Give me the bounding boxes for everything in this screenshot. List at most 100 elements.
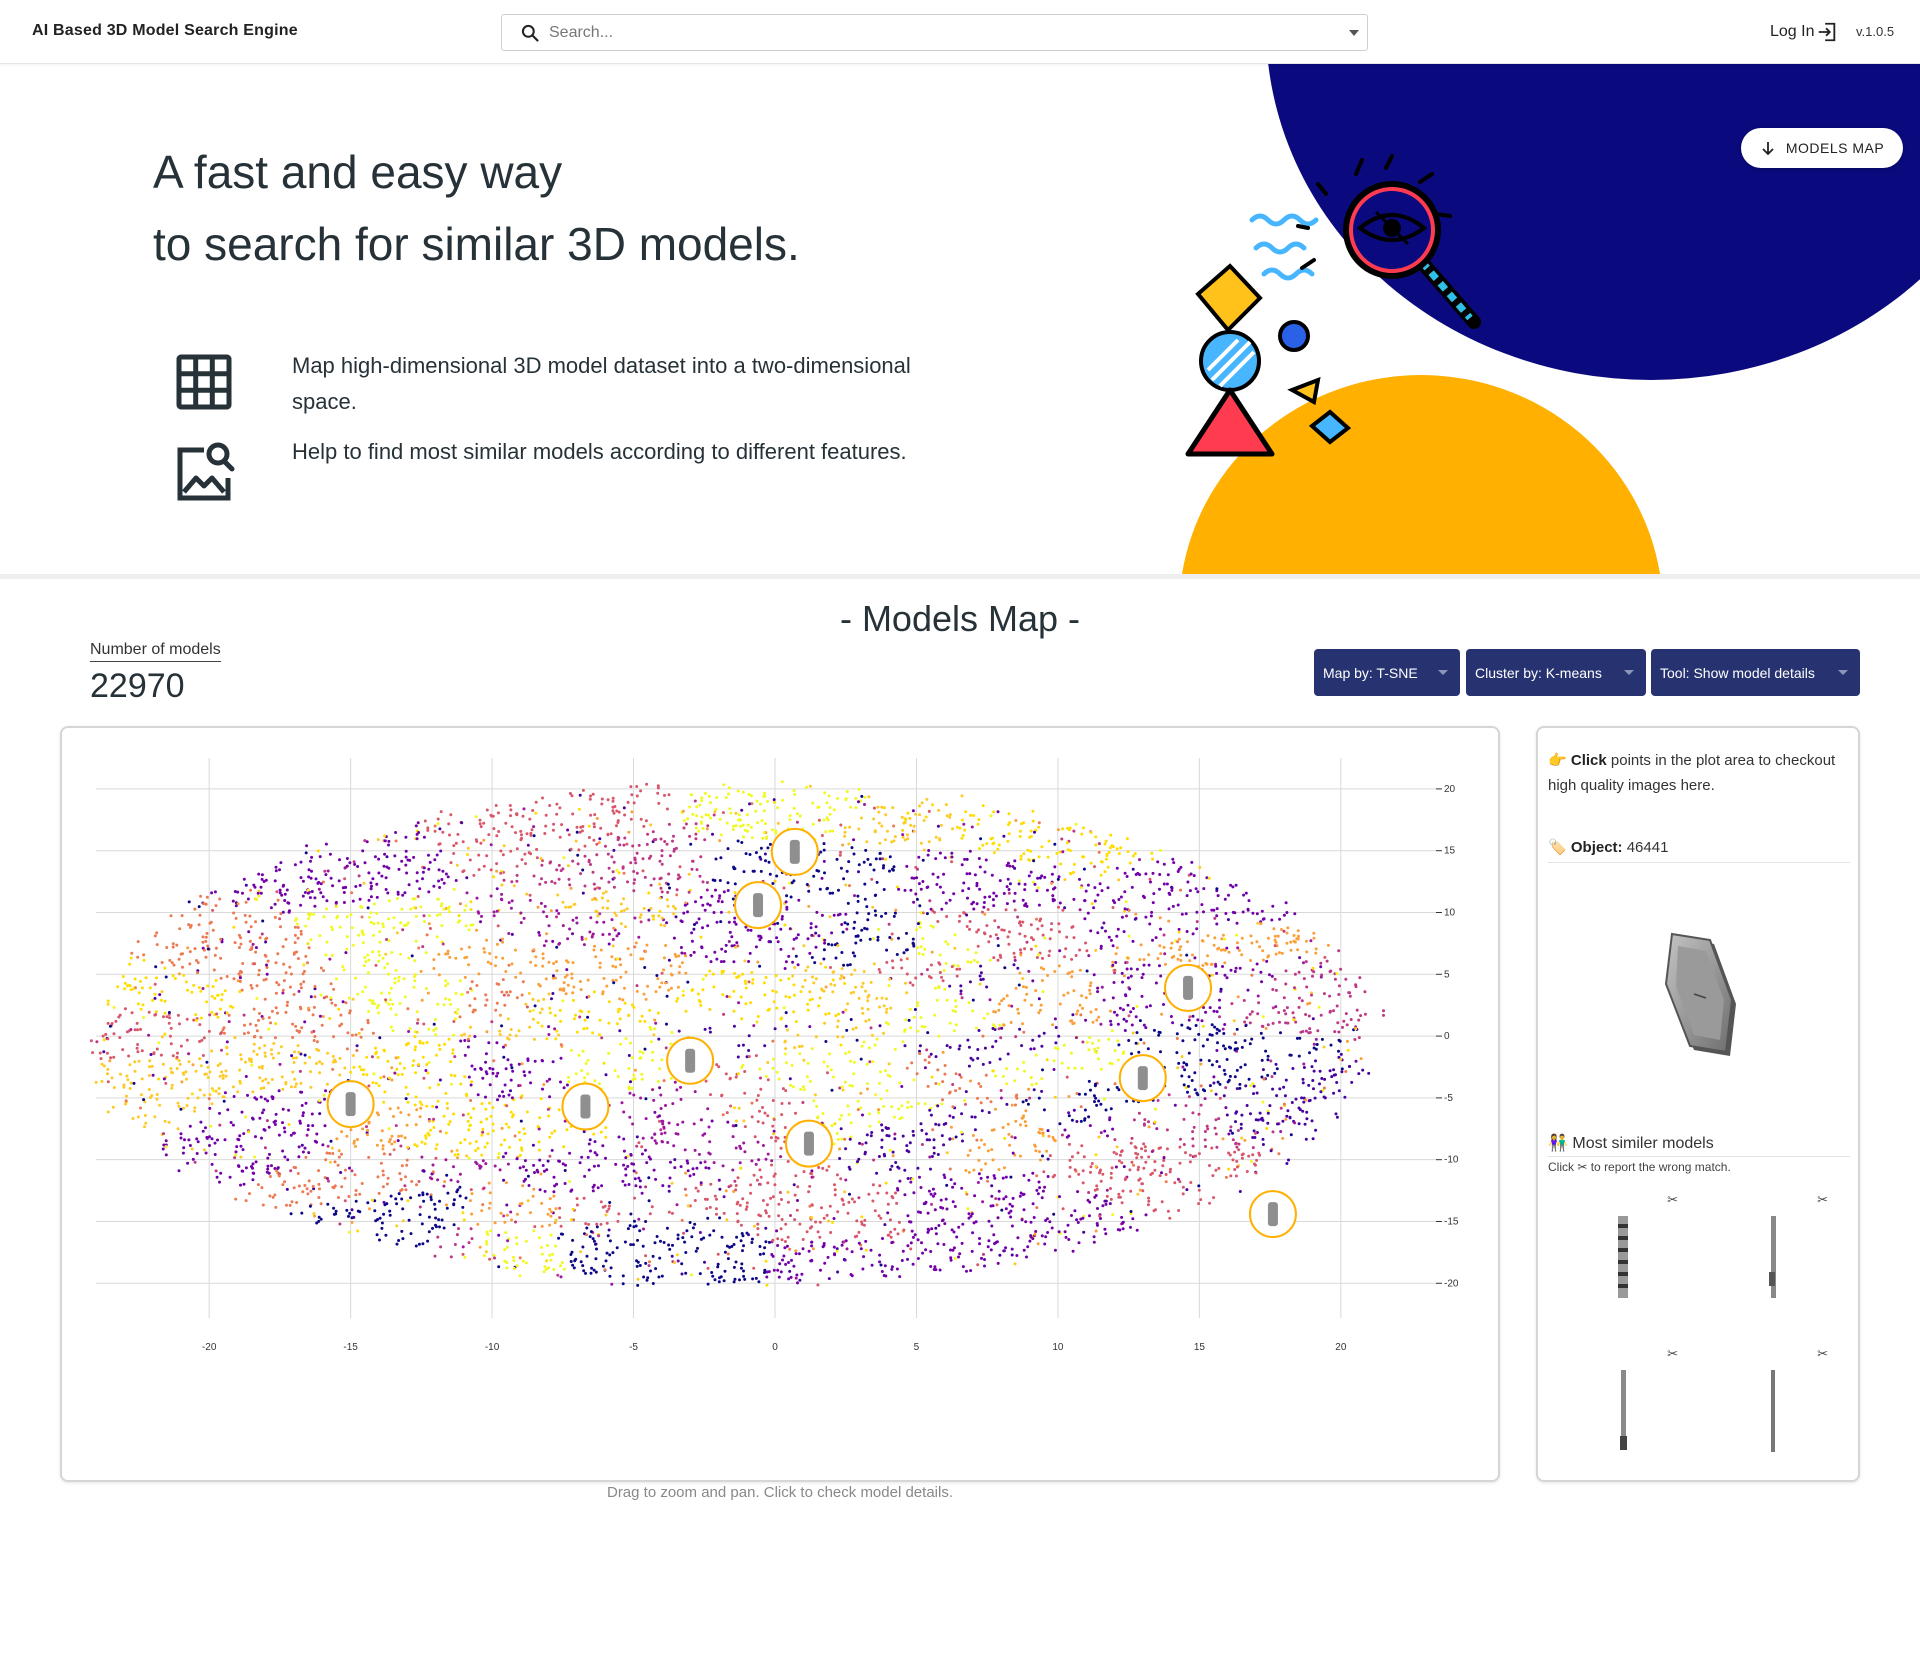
scatter-point [666, 904, 670, 908]
scatter-point [701, 926, 704, 930]
scatter-point [1001, 1176, 1005, 1180]
scatter-point [969, 813, 973, 817]
scatter-point [670, 1031, 674, 1034]
scatter-point [1235, 921, 1239, 925]
cluster-by-dropdown[interactable]: Cluster by: K-means [1466, 649, 1646, 696]
scatter-point [350, 1208, 354, 1212]
scatter-point [1358, 976, 1362, 980]
scatter-point [1078, 877, 1081, 881]
scatter-point [343, 877, 347, 881]
scatter-point [1143, 1145, 1147, 1149]
scatter-point [485, 808, 489, 812]
scatter-point [1382, 1009, 1385, 1013]
scatter-point [532, 1229, 536, 1233]
scatter-point [1101, 1172, 1105, 1176]
scatter-point [714, 888, 717, 892]
scatter-point [458, 979, 462, 983]
scatter-point [462, 1218, 466, 1222]
scatter-point [233, 1156, 237, 1160]
scatter-point [615, 824, 618, 828]
scatter-point [1024, 1109, 1028, 1113]
scatter-point [1052, 1068, 1056, 1071]
scatter-point [622, 1137, 626, 1141]
scatter-point [1158, 1174, 1162, 1178]
scatter-point [638, 1050, 642, 1054]
scatter-point [1235, 1068, 1239, 1072]
scatter-point [417, 946, 421, 950]
scatter-point [136, 1115, 140, 1119]
models-map-button[interactable]: MODELS MAP [1741, 128, 1903, 168]
scatter-point [1112, 981, 1116, 984]
scatter-point [403, 891, 407, 895]
scatter-point [444, 979, 448, 983]
scatter-point [171, 1054, 175, 1058]
scatter-point [354, 1145, 357, 1148]
scatter-point [399, 921, 403, 925]
scatter-point [756, 1094, 760, 1097]
scatter-point [872, 1158, 876, 1162]
scatter-point [564, 1163, 567, 1167]
scatter-point [774, 831, 778, 835]
scatter-point [534, 800, 538, 804]
scatter-point [975, 884, 979, 888]
scatter-point [1024, 1220, 1028, 1224]
scatter-point [667, 958, 671, 962]
search-input[interactable] [549, 21, 1309, 45]
scatter-point [784, 1047, 788, 1051]
scatter-point [100, 1062, 104, 1066]
scatter-point [600, 876, 603, 880]
chevron-down-icon[interactable] [1349, 30, 1359, 36]
scatter-point [405, 1123, 409, 1127]
scatter-point [983, 1258, 986, 1261]
map-by-dropdown[interactable]: Map by: T-SNE [1314, 649, 1460, 696]
scatter-point [1195, 920, 1199, 924]
scatter-point [1072, 862, 1076, 866]
scatter-point [1322, 992, 1326, 996]
scatter-point [1165, 1128, 1169, 1132]
scatter-point [944, 901, 948, 905]
scatter-point [456, 1180, 460, 1184]
scatter-point [123, 987, 127, 991]
scatter-point [1271, 1021, 1275, 1025]
scatter-point [280, 893, 284, 897]
scatter-point [299, 982, 303, 986]
search-box[interactable] [501, 14, 1368, 51]
scatter-plot-panel[interactable]: -20 -15 -10 -5 0 5 10 15 20 20 15 10 5 0 -5 -10 -15 -20 [60, 726, 1500, 1482]
scatter-point [204, 1072, 208, 1076]
scatter-point [1042, 1031, 1046, 1035]
scatter-point [1022, 1114, 1026, 1118]
scatter-point [1337, 993, 1341, 996]
scatter-point [613, 805, 617, 808]
tool-dropdown[interactable]: Tool: Show model details [1651, 649, 1860, 696]
scatter-point [750, 1115, 754, 1119]
scatter-point [1158, 944, 1162, 948]
login-button[interactable]: Log In [1770, 20, 1838, 44]
scatter-point [321, 895, 325, 899]
scatter-point [421, 1242, 425, 1246]
scatter-point [655, 1235, 659, 1238]
scatter-point [898, 1179, 902, 1183]
scatter-point [360, 915, 364, 919]
scatter-point [923, 1202, 927, 1205]
scatter-point [1333, 977, 1337, 981]
scatter-point [1057, 875, 1061, 879]
scatter-point [449, 1082, 453, 1086]
scatter-point [1337, 1055, 1341, 1059]
scatter-point [306, 1124, 310, 1128]
scatter-point [948, 984, 952, 988]
scatter-point [667, 822, 671, 826]
scatter-point [1298, 956, 1302, 960]
scatter-point [607, 1021, 611, 1025]
scatter-point [301, 1150, 305, 1154]
scatter-point [886, 1211, 890, 1215]
scatter-point [369, 887, 373, 891]
scatter-point [810, 1259, 814, 1263]
scatter-point [1127, 908, 1131, 912]
scatter-point [893, 1132, 897, 1136]
scatter-point [524, 1168, 528, 1172]
scatter-point [324, 1089, 328, 1093]
scatter-point [361, 849, 365, 853]
scatter-point [592, 838, 596, 842]
scatter-point [260, 1064, 264, 1068]
